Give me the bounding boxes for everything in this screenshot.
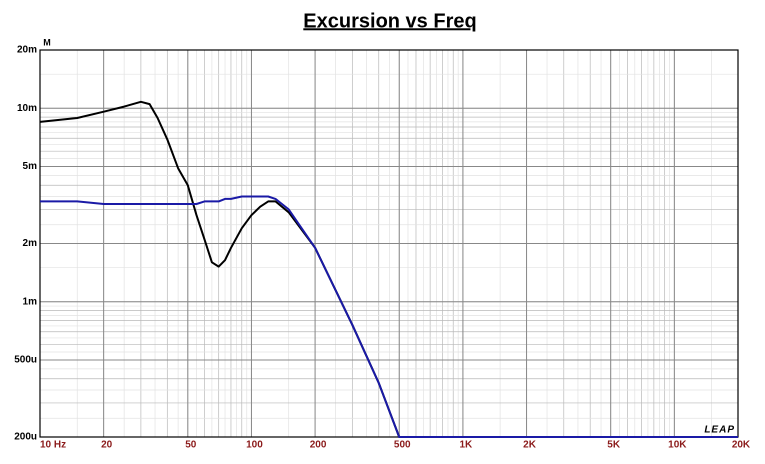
x-tick-label: 10 Hz: [40, 440, 66, 451]
x-tick-label: 1K: [459, 440, 473, 451]
x-tick-label: 10K: [668, 440, 687, 451]
x-tick-label: 20: [101, 440, 113, 451]
x-tick-label: 5K: [607, 440, 621, 451]
y-tick-label: 1m: [23, 296, 38, 307]
x-tick-label: 2K: [523, 440, 537, 451]
x-tick-label: 100: [246, 440, 263, 451]
series-line: [39, 100, 738, 438]
y-tick-label: 500u: [14, 355, 37, 366]
plot-frame: [39, 49, 739, 438]
y-tick-label: 10m: [17, 103, 37, 114]
x-tick-label: 200: [310, 440, 327, 451]
y-tick-label: 2m: [23, 238, 38, 249]
series-line: [40, 195, 738, 438]
chart-title: Excursion vs Freq: [303, 10, 476, 32]
y-tick-label: 20m: [17, 45, 37, 56]
y-tick-label: 200u: [14, 432, 37, 443]
logo: LEAP: [704, 425, 735, 436]
y-tick-label: 5m: [23, 161, 38, 172]
x-tick-label: 500: [394, 440, 411, 451]
x-tick-label: 50: [185, 440, 197, 451]
y-unit: M: [43, 37, 51, 47]
x-tick-label: 20K: [732, 440, 751, 451]
